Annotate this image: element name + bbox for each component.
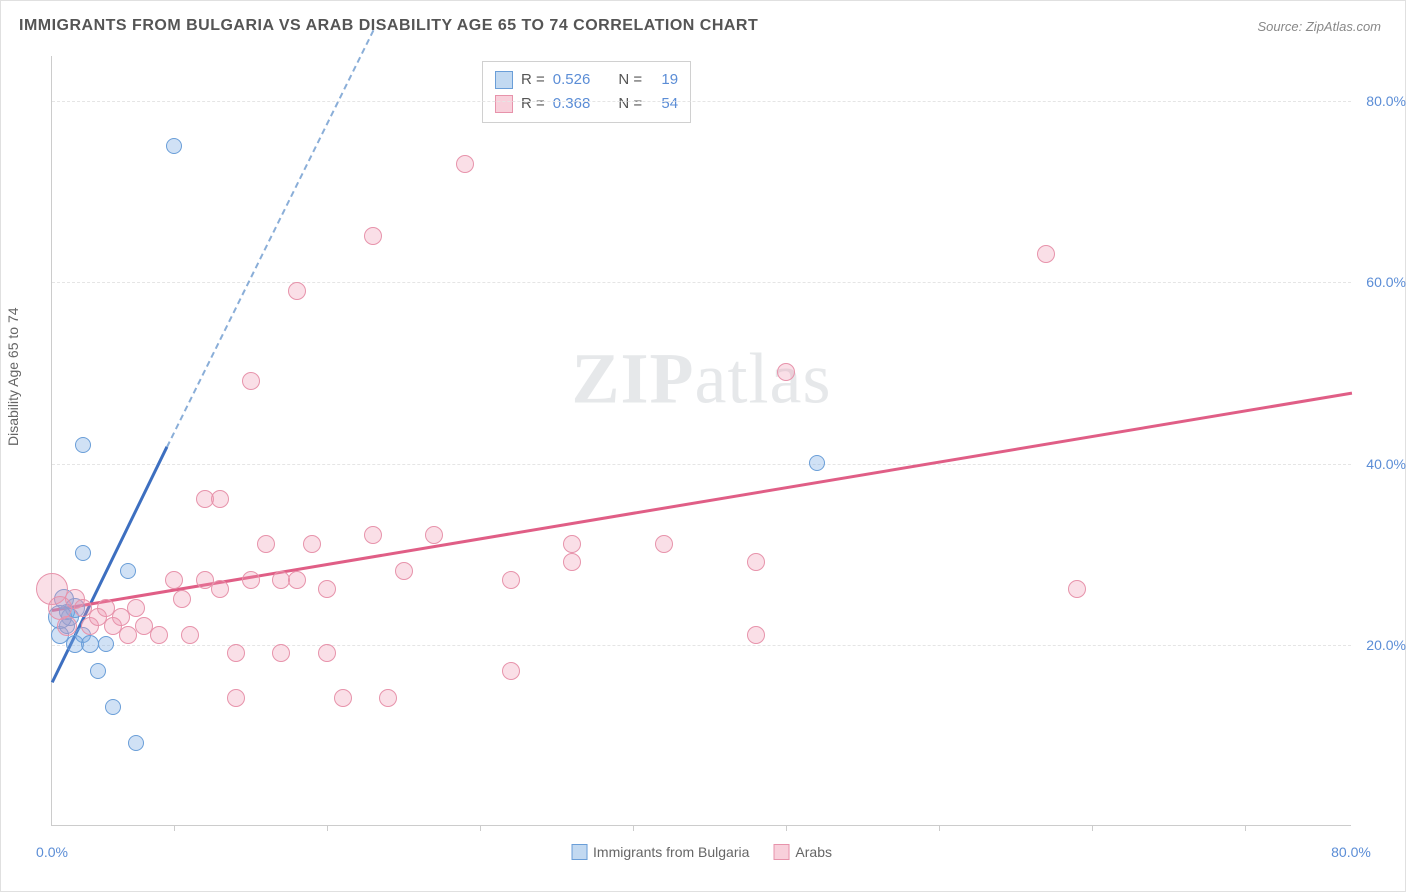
legend-row: R = 0.526 N = 19	[495, 68, 678, 92]
series-legend-item: Immigrants from Bulgaria	[571, 844, 749, 860]
plot-area: ZIPatlas R =0.526N =19R =0.368N =54 Immi…	[51, 56, 1351, 826]
data-point-arabs	[1068, 580, 1086, 598]
data-point-arabs	[57, 616, 77, 636]
data-point-arabs	[563, 535, 581, 553]
series-swatch	[773, 844, 789, 860]
data-point-arabs	[1037, 245, 1055, 263]
legend-r-value: 0.526	[553, 68, 591, 92]
legend-r-label: R =	[521, 68, 545, 92]
data-point-arabs	[165, 571, 183, 589]
data-point-bulgaria	[98, 636, 114, 652]
legend-n-value: 54	[650, 92, 678, 116]
gridline-h	[52, 101, 1351, 102]
data-point-arabs	[655, 535, 673, 553]
data-point-arabs	[364, 227, 382, 245]
legend-n-label: N =	[618, 68, 642, 92]
data-point-bulgaria	[75, 437, 91, 453]
x-tick	[174, 825, 175, 831]
data-point-bulgaria	[105, 699, 121, 715]
data-point-arabs	[364, 526, 382, 544]
x-tick	[633, 825, 634, 831]
data-point-arabs	[395, 562, 413, 580]
watermark-text: ZIPatlas	[572, 337, 832, 420]
data-point-arabs	[318, 644, 336, 662]
data-point-bulgaria	[75, 545, 91, 561]
data-point-arabs	[257, 535, 275, 553]
source-attribution: Source: ZipAtlas.com	[1257, 19, 1381, 34]
data-point-arabs	[242, 372, 260, 390]
data-point-bulgaria	[120, 563, 136, 579]
data-point-arabs	[334, 689, 352, 707]
chart-title: IMMIGRANTS FROM BULGARIA VS ARAB DISABIL…	[19, 17, 758, 35]
gridline-h	[52, 645, 1351, 646]
data-point-arabs	[288, 571, 306, 589]
series-legend: Immigrants from Bulgaria Arabs	[571, 844, 832, 860]
data-point-arabs	[181, 626, 199, 644]
data-point-arabs	[777, 363, 795, 381]
data-point-bulgaria	[809, 455, 825, 471]
legend-n-value: 19	[650, 68, 678, 92]
data-point-arabs	[502, 662, 520, 680]
data-point-arabs	[563, 553, 581, 571]
data-point-arabs	[425, 526, 443, 544]
data-point-arabs	[747, 626, 765, 644]
data-point-arabs	[227, 689, 245, 707]
data-point-arabs	[242, 571, 260, 589]
data-point-arabs	[211, 490, 229, 508]
legend-r-value: 0.368	[553, 92, 591, 116]
data-point-arabs	[318, 580, 336, 598]
legend-r-label: R =	[521, 92, 545, 116]
legend-row: R = 0.368 N = 54	[495, 92, 678, 116]
series-label: Arabs	[795, 844, 832, 860]
y-tick-label: 60.0%	[1366, 274, 1406, 290]
legend-swatch	[495, 71, 513, 89]
legend-swatch	[495, 95, 513, 113]
y-axis-label: Disability Age 65 to 74	[5, 307, 21, 446]
data-point-arabs	[227, 644, 245, 662]
gridline-h	[52, 464, 1351, 465]
correlation-legend: R = 0.526 N = 19 R = 0.368 N = 54	[482, 61, 691, 123]
x-tick	[327, 825, 328, 831]
data-point-arabs	[379, 689, 397, 707]
data-point-arabs	[502, 571, 520, 589]
data-point-arabs	[150, 626, 168, 644]
x-tick	[480, 825, 481, 831]
series-label: Immigrants from Bulgaria	[593, 844, 749, 860]
x-axis-min-label: 0.0%	[36, 844, 68, 860]
data-point-bulgaria	[128, 735, 144, 751]
data-point-arabs	[211, 580, 229, 598]
data-point-arabs	[456, 155, 474, 173]
data-point-arabs	[288, 282, 306, 300]
y-tick-label: 80.0%	[1366, 93, 1406, 109]
data-point-bulgaria	[90, 663, 106, 679]
trend-line-bulgaria-extrapolated	[166, 29, 374, 447]
data-point-arabs	[747, 553, 765, 571]
x-tick	[939, 825, 940, 831]
y-tick-label: 40.0%	[1366, 456, 1406, 472]
chart-container: IMMIGRANTS FROM BULGARIA VS ARAB DISABIL…	[0, 0, 1406, 892]
data-point-arabs	[127, 599, 145, 617]
data-point-arabs	[303, 535, 321, 553]
x-tick	[1092, 825, 1093, 831]
series-legend-item: Arabs	[773, 844, 832, 860]
data-point-bulgaria	[166, 138, 182, 154]
x-axis-max-label: 80.0%	[1331, 844, 1371, 860]
y-tick-label: 20.0%	[1366, 637, 1406, 653]
data-point-arabs	[272, 644, 290, 662]
x-tick	[786, 825, 787, 831]
x-tick	[1245, 825, 1246, 831]
data-point-arabs	[173, 590, 191, 608]
legend-n-label: N =	[618, 92, 642, 116]
series-swatch	[571, 844, 587, 860]
